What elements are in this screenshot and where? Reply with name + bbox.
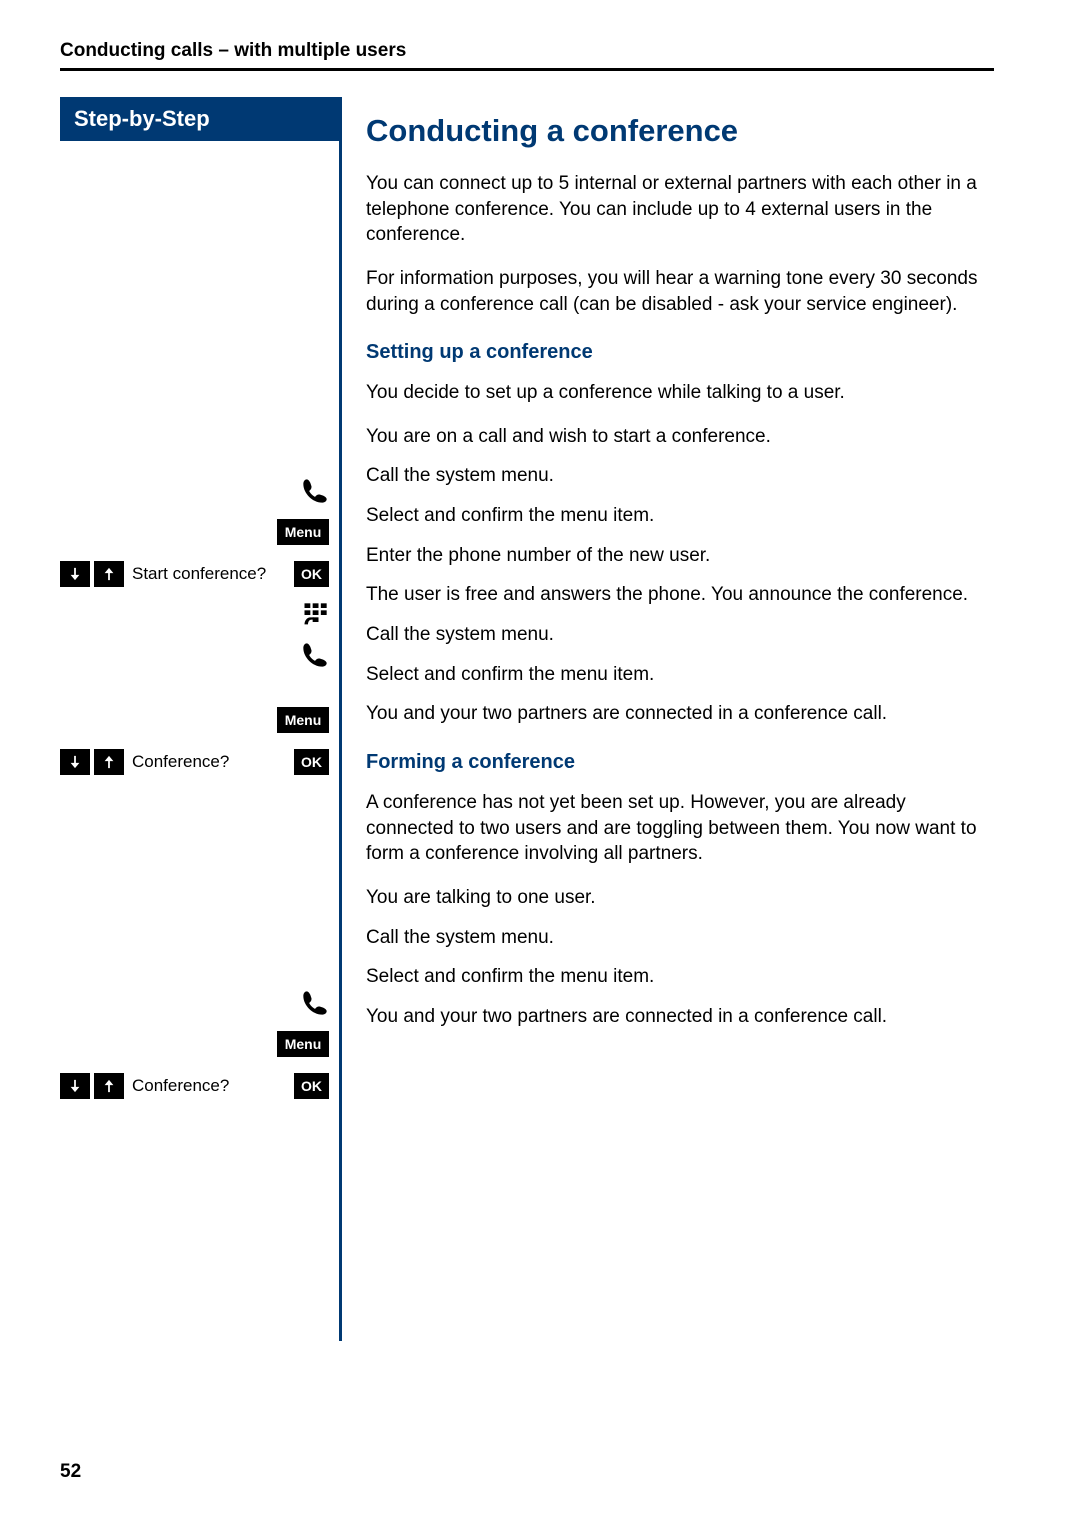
ok-button[interactable]: OK (294, 749, 329, 775)
step-text: Call the system menu. (366, 463, 994, 489)
prompt-label: Conference? (128, 1076, 290, 1096)
page-title: Conducting a conference (366, 113, 994, 149)
sidebar-title: Step-by-Step (60, 97, 342, 141)
menu-button-row: Menu (60, 705, 329, 735)
step-text: The user is free and answers the phone. … (366, 582, 994, 608)
step-text: You are talking to one user. (366, 885, 994, 911)
handset-icon (60, 641, 329, 669)
menu-button-row: Menu (60, 517, 329, 547)
ok-button[interactable]: OK (294, 1073, 329, 1099)
paragraph: You and your two partners are connected … (366, 1004, 994, 1030)
paragraph: You and your two partners are connected … (366, 701, 994, 727)
down-arrow-button[interactable] (60, 749, 90, 775)
handset-icon (60, 989, 329, 1017)
paragraph: You can connect up to 5 internal or exte… (366, 171, 994, 248)
section-heading: Forming a conference (366, 751, 994, 774)
page: Conducting calls – with multiple users S… (0, 0, 1080, 1523)
down-arrow-button[interactable] (60, 561, 90, 587)
menu-button-row: Menu (60, 1029, 329, 1059)
step-text: Select and confirm the menu item. (366, 662, 994, 688)
menu-button[interactable]: Menu (277, 519, 329, 545)
two-column-layout: Step-by-Step Menu Start conference? OK (60, 97, 994, 1341)
page-number: 52 (60, 1461, 994, 1483)
sidebar: Step-by-Step Menu Start conference? OK (60, 97, 342, 1341)
step-text: Select and confirm the menu item. (366, 964, 994, 990)
menu-button[interactable]: Menu (277, 707, 329, 733)
paragraph: For information purposes, you will hear … (366, 266, 994, 317)
paragraph: A conference has not yet been set up. Ho… (366, 790, 994, 867)
down-arrow-button[interactable] (60, 1073, 90, 1099)
up-arrow-button[interactable] (94, 749, 124, 775)
running-header: Conducting calls – with multiple users (60, 40, 994, 71)
nav-row-conference: Conference? OK (60, 1071, 329, 1101)
step-text: Select and confirm the menu item. (366, 503, 994, 529)
prompt-label: Conference? (128, 752, 290, 772)
step-text: Call the system menu. (366, 925, 994, 951)
up-arrow-button[interactable] (94, 561, 124, 587)
step-text: Call the system menu. (366, 622, 994, 648)
up-arrow-button[interactable] (94, 1073, 124, 1099)
nav-row-start-conference: Start conference? OK (60, 559, 329, 589)
paragraph: You decide to set up a conference while … (366, 380, 994, 406)
prompt-label: Start conference? (128, 564, 290, 584)
keypad-icon (60, 601, 329, 629)
section-heading: Setting up a conference (366, 341, 994, 364)
sidebar-steps: Menu Start conference? OK (60, 141, 342, 1341)
step-text: You are on a call and wish to start a co… (366, 424, 994, 450)
nav-row-conference: Conference? OK (60, 747, 329, 777)
handset-icon (60, 477, 329, 505)
step-text: Enter the phone number of the new user. (366, 543, 994, 569)
ok-button[interactable]: OK (294, 561, 329, 587)
menu-button[interactable]: Menu (277, 1031, 329, 1057)
main-content: Conducting a conference You can connect … (342, 97, 994, 1341)
